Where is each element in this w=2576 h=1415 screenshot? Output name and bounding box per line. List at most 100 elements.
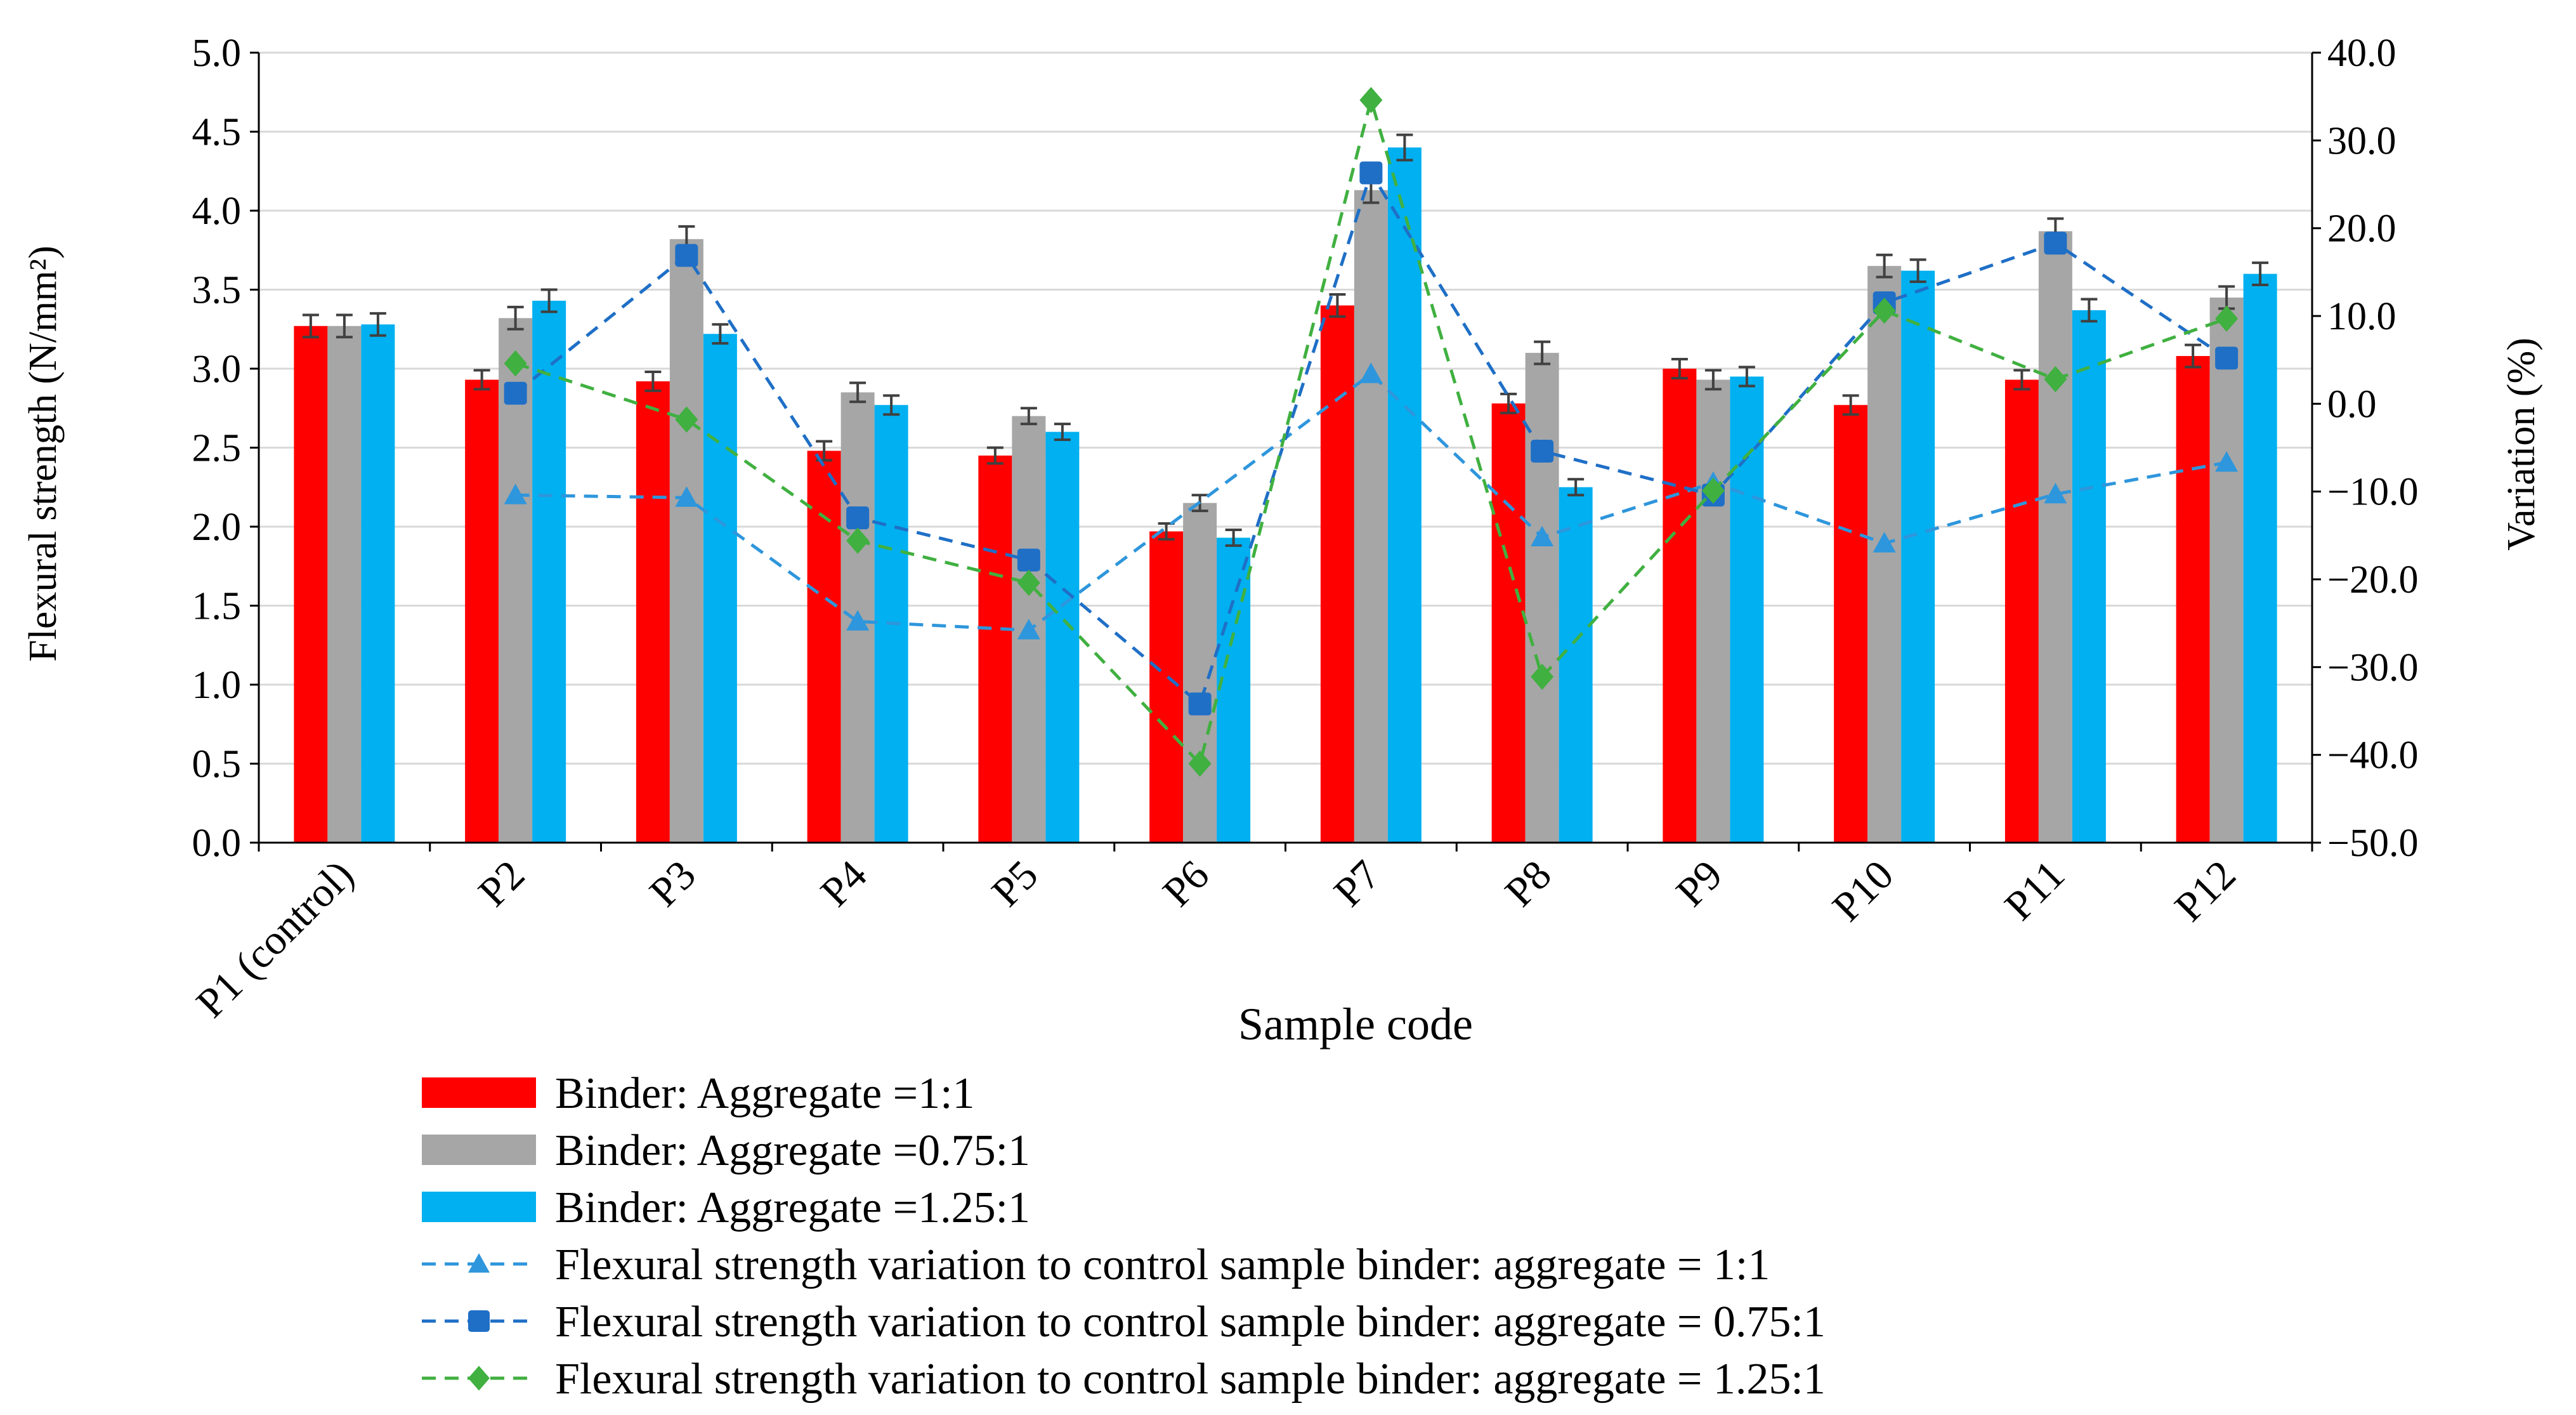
marker-diamond [1873,298,1896,324]
bar [1149,531,1184,843]
legend-swatch [422,1135,536,1165]
bar-series [294,147,2277,843]
marker-square [675,244,698,267]
category-label: P5 [983,852,1047,916]
left-tick-label: 1.5 [192,585,242,628]
bar [1320,305,1354,843]
marker-square [846,506,870,530]
marker-square [468,1310,490,1332]
right-axis-ticks: −50.0 −40.0 −30.0 −20.0 −10.0 0.0 10.0 20.0 30.0… [2312,32,2418,865]
bar [1525,353,1559,843]
legend-swatch [422,1192,536,1222]
marker-diamond [468,1366,490,1391]
category-label: P9 [1668,852,1732,916]
category-label: P8 [1496,852,1560,916]
y-right-axis-title: Variation (%) [2500,338,2543,551]
right-tick-label: 40.0 [2327,32,2396,75]
marker-square [1188,692,1212,716]
left-tick-label: 0.0 [192,822,242,865]
marker-diamond [1359,87,1383,114]
right-tick-label: 20.0 [2327,207,2396,251]
marker-diamond [2044,365,2067,393]
marker-square [2215,346,2239,370]
legend-label: Binder: Aggregate =1.25:1 [555,1183,1030,1232]
bar [1834,405,1868,843]
marker-square [1531,440,1554,463]
marker-diamond [1531,663,1554,690]
bar [978,455,1012,843]
bar [1045,431,1080,843]
category-label: P3 [641,852,705,916]
bar [2209,297,2244,843]
marker-diamond [846,527,870,554]
marker-diamond [1188,750,1212,777]
marker-diamond [1701,477,1725,504]
bar [499,318,533,843]
bar [1559,487,1593,843]
y-axis-title: Flexural strength (N/mm²) [22,246,65,662]
bar [1217,537,1251,843]
legend-label: Flexural strength variation to control s… [555,1355,1826,1404]
right-tick-label: 0.0 [2327,383,2377,426]
bar [294,326,328,843]
marker-triangle [846,610,870,631]
error-bars [302,133,2269,547]
category-label: P7 [1325,852,1389,916]
bar [327,326,362,843]
legend-label: Binder: Aggregate =0.75:1 [555,1126,1030,1175]
category-label: P10 [1824,852,1902,930]
bar [1901,270,1935,843]
left-tick-label: 3.5 [192,269,242,312]
series-line [514,94,2227,767]
line-series [504,87,2239,777]
bar [1354,190,1388,843]
marker-square [1359,161,1383,185]
legend-label: Flexural strength variation to control s… [555,1298,1826,1346]
bar [2243,273,2277,843]
marker-triangle [1017,619,1040,640]
bar [1387,147,1422,843]
category-label: P11 [1996,852,2074,930]
bar [2176,356,2210,843]
bar [1730,376,1764,843]
category-label: P12 [2166,852,2244,930]
bar [2038,231,2072,843]
bar [669,239,703,843]
right-tick-label: −50.0 [2327,822,2418,865]
marker-diamond [504,350,527,377]
left-tick-label: 2.5 [192,427,242,470]
right-tick-label: 10.0 [2327,295,2396,338]
left-tick-label: 5.0 [192,32,242,75]
left-axis-ticks: 0.0 0.5 1.0 1.5 2.0 2.5 3.0 3.5 4.0 4.5 5.0 [192,32,259,865]
bar [2072,310,2106,843]
marker-diamond [675,406,698,433]
bar [1867,266,1902,843]
category-label: P4 [812,852,876,916]
left-tick-label: 4.5 [192,111,242,154]
category-labels: P1 (control) P2 P3 P4 P5 P6 P7 P8 P9 P10 P11 P12 [188,852,2245,1027]
legend-label: Flexural strength variation to control s… [555,1241,1770,1289]
bar [1663,369,1697,843]
marker-square [1017,548,1040,572]
bar [532,300,566,843]
left-tick-label: 4.0 [192,190,242,233]
category-label: P2 [469,852,533,916]
left-tick-label: 3.0 [192,348,242,391]
bar [1491,403,1526,843]
marker-diamond [1017,569,1040,596]
marker-triangle [468,1253,490,1273]
bar [807,451,841,843]
bar [703,334,737,843]
legend-swatch [422,1077,536,1108]
right-tick-label: 30.0 [2327,119,2396,162]
marker-square [504,381,527,405]
right-tick-label: −30.0 [2327,646,2418,689]
marker-triangle [1359,362,1383,383]
bar [636,381,670,843]
marker-square [2044,232,2067,255]
bar [2004,379,2039,843]
right-tick-label: −40.0 [2327,734,2418,777]
left-tick-label: 1.0 [192,664,242,707]
marker-triangle [1531,525,1554,546]
